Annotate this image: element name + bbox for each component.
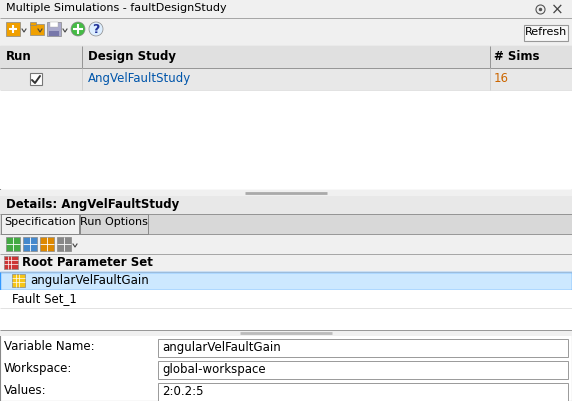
Text: Run: Run — [6, 50, 32, 63]
Text: global-workspace: global-workspace — [162, 363, 265, 376]
Bar — [0, 18, 572, 46]
Bar — [0, 46, 572, 190]
Bar — [12, 274, 25, 287]
Bar — [158, 339, 568, 357]
Text: Root Parameter Set: Root Parameter Set — [22, 256, 153, 269]
Text: AngVelFaultStudy: AngVelFaultStudy — [88, 72, 191, 85]
Bar — [50, 22, 58, 27]
Bar — [80, 214, 148, 234]
Bar — [4, 256, 18, 269]
Text: ?: ? — [92, 23, 100, 36]
Bar — [0, 46, 572, 68]
Bar — [40, 237, 54, 251]
Text: Multiple Simulations - faultDesignStudy: Multiple Simulations - faultDesignStudy — [6, 3, 227, 13]
Bar — [30, 24, 44, 35]
Text: Specification: Specification — [4, 217, 76, 227]
Text: Refresh: Refresh — [525, 27, 567, 37]
Bar — [0, 290, 572, 308]
Bar — [1, 214, 79, 234]
Circle shape — [71, 22, 85, 36]
Bar — [0, 214, 572, 234]
Text: ×: × — [551, 2, 563, 17]
Bar — [0, 0, 572, 18]
Text: Values:: Values: — [4, 384, 47, 397]
Bar — [0, 190, 572, 196]
Text: 2:0.2:5: 2:0.2:5 — [162, 385, 204, 398]
Text: Fault Set_1: Fault Set_1 — [12, 292, 77, 305]
Bar — [158, 383, 568, 401]
Circle shape — [89, 22, 103, 36]
Bar — [30, 22, 36, 25]
Bar — [0, 196, 572, 401]
Bar — [6, 237, 20, 251]
Bar — [0, 90, 572, 189]
Text: angularVelFaultGain: angularVelFaultGain — [30, 274, 149, 287]
Bar — [0, 272, 572, 290]
Bar — [47, 22, 61, 36]
Text: Design Study: Design Study — [88, 50, 176, 63]
Text: # Sims: # Sims — [494, 50, 539, 63]
Bar — [158, 361, 568, 379]
Bar — [23, 237, 37, 251]
Bar — [0, 254, 572, 272]
Bar — [0, 308, 572, 330]
Bar — [0, 196, 572, 214]
Text: Details: AngVelFaultStudy: Details: AngVelFaultStudy — [6, 198, 179, 211]
Bar — [6, 22, 20, 36]
Text: 16: 16 — [494, 72, 509, 85]
Bar — [0, 234, 572, 254]
Bar — [30, 73, 42, 85]
Bar — [49, 31, 59, 36]
Text: Workspace:: Workspace: — [4, 362, 73, 375]
Text: Run Options: Run Options — [80, 217, 148, 227]
Bar — [524, 25, 568, 41]
Bar — [0, 330, 572, 336]
Text: angularVelFaultGain: angularVelFaultGain — [162, 341, 281, 354]
Bar — [57, 237, 71, 251]
Text: Variable Name:: Variable Name: — [4, 340, 94, 353]
Bar — [0, 68, 572, 90]
